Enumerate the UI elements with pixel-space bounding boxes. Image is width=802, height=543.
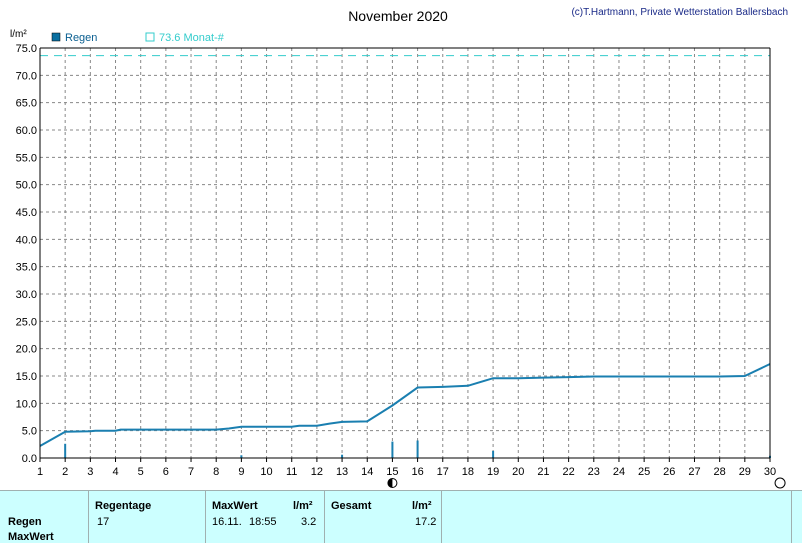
maxwert-header: MaxWert [212,500,258,512]
panel-divider [205,490,206,543]
y-tick-label: 50.0 [16,180,37,192]
x-tick-label: 24 [613,466,625,478]
x-tick-label: 6 [163,466,169,478]
maxwert-unit: l/m² [293,500,313,512]
moon-markers [387,477,786,489]
x-tick-label: 19 [487,466,499,478]
x-tick-label: 30 [764,466,776,478]
y-tick-label: 60.0 [16,125,37,137]
legend: Regen 73.6 Monat-# [51,32,225,44]
x-tick-label: 3 [87,466,93,478]
x-tick-label: 25 [638,466,650,478]
y-tick-label: 30.0 [16,289,37,301]
maxwert-value: 3.2 [301,516,317,528]
x-tick-label: 27 [688,466,700,478]
copyright-text: (c)T.Hartmann, Private Wetterstation Bal… [571,7,788,18]
moon-marker [774,477,786,489]
x-tick-label: 10 [260,466,272,478]
x-tick-label: 17 [437,466,449,478]
x-tick-label: 22 [562,466,574,478]
cumulative-rain-line-path [39,363,771,447]
x-tick-label: 8 [213,466,219,478]
panel-divider [88,490,89,543]
plot-area [40,48,770,458]
x-tick-label: 14 [361,466,373,478]
legend-regen-swatch [51,32,61,42]
x-tick-label: 9 [238,466,244,478]
x-tick-label: 2 [62,466,68,478]
x-tick-label: 1 [37,466,43,478]
daily-rain-bar [416,440,419,458]
y-tick-label: 75.0 [16,43,37,55]
y-tick-label: 35.0 [16,262,37,274]
x-tick-label: 5 [138,466,144,478]
y-tick-label: 70.0 [16,70,37,82]
y-tick-label: 5.0 [22,426,37,438]
gesamt-unit: l/m² [412,500,432,512]
x-tick-label: 11 [286,466,297,478]
y-tick-label: 25.0 [16,316,37,328]
y-tick-label: 65.0 [16,98,37,110]
axes [39,47,771,459]
daily-rain-bar [492,450,495,458]
daily-rain-bar [240,455,243,458]
x-tick-label: 28 [714,466,726,478]
row-label-regen: Regen [8,516,42,528]
x-tick-label: 7 [188,466,194,478]
x-tick-label: 26 [663,466,675,478]
x-tick-label: 18 [462,466,474,478]
moon-marker-shade [387,478,393,488]
x-tick-label: 23 [588,466,600,478]
y-tick-label: 15.0 [16,371,37,383]
x-tick-label: 16 [411,466,423,478]
x-tick-label: 12 [311,466,323,478]
gesamt-header: Gesamt [331,500,372,512]
panel-divider [441,490,442,543]
y-axis-label: l/m² [10,29,27,40]
x-tick-label: 13 [336,466,348,478]
row-label-maxwert: MaxWert [8,531,54,543]
daily-rain-bar [64,443,67,458]
y-tick-label: 55.0 [16,152,37,164]
panel-divider [791,490,792,543]
legend-regen-label: Regen [65,32,97,44]
maxwert-time: 18:55 [249,516,277,528]
x-tick-label: 29 [739,466,751,478]
y-tick-labels: 0.0 5.0 10.0 15.0 20.0 25.0 30.0 35.0 40.0 45.0 50… [16,43,37,465]
x-tick-label: 4 [112,466,118,478]
y-tick-label: 10.0 [16,398,37,410]
daily-rain-bar [341,454,344,458]
x-tick-labels: 1 2 3 4 5 6 7 8 9 10 11 12 13 14 15 16 17 18 19 20 21 22 23 24 2… [37,466,776,478]
grid [39,48,771,462]
regentage-header: Regentage [95,500,152,512]
maxwert-date: 16.11. [212,516,242,528]
y-tick-label: 0.0 [22,453,37,465]
panel-divider [324,490,325,543]
panel-top-border [0,490,802,491]
regentage-value: 17 [97,516,110,528]
cumulative-rain-line [39,363,771,447]
y-tick-label: 45.0 [16,207,37,219]
y-tick-label: 20.0 [16,344,37,356]
chart-title: November 2020 [348,8,448,24]
legend-monat-label: 73.6 Monat-# [159,32,225,44]
rain-chart: November 2020 (c)T.Hartmann, Private Wet… [10,7,788,489]
legend-monat-swatch [145,32,155,42]
x-tick-label: 15 [386,466,398,478]
x-tick-label: 21 [537,466,549,478]
gesamt-value: 17.2 [415,516,437,528]
x-tick-label: 20 [512,466,524,478]
y-tick-label: 40.0 [16,234,37,246]
daily-rain-bar [391,441,394,458]
summary-panel: Regen MaxWert Regentage 17 MaxWert l/m² … [0,490,802,543]
